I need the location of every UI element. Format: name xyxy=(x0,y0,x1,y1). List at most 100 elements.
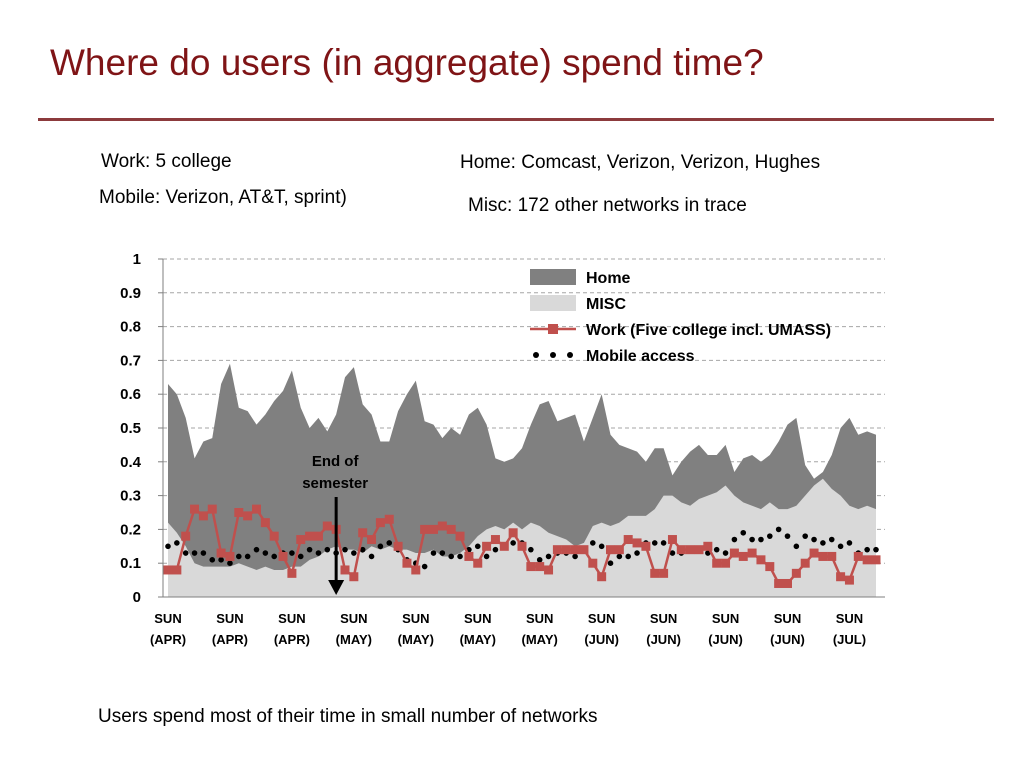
mobile-point xyxy=(289,550,295,556)
x-tick-label: (MAY) xyxy=(522,632,558,647)
work-point xyxy=(685,545,695,555)
work-series xyxy=(163,504,881,588)
mobile-point xyxy=(244,553,251,560)
work-point xyxy=(349,572,359,582)
mobile-point xyxy=(483,553,490,560)
mobile-point xyxy=(359,546,366,553)
annotation-label: End of xyxy=(312,453,360,470)
annotation-label: semester xyxy=(302,475,368,492)
mobile-point xyxy=(758,536,764,543)
x-tick-label: (JUN) xyxy=(708,632,743,647)
mobile-point xyxy=(669,550,676,556)
work-point xyxy=(818,551,828,561)
work-point xyxy=(747,548,757,558)
work-point xyxy=(252,504,261,514)
work-point xyxy=(570,545,580,555)
work-point xyxy=(340,565,350,575)
mobile-point xyxy=(200,550,207,556)
legend-label: MISC xyxy=(586,296,626,313)
work-point xyxy=(703,541,713,551)
work-point xyxy=(694,545,704,555)
mobile-point xyxy=(660,540,667,546)
y-tick-label: 0.8 xyxy=(120,319,141,336)
work-point xyxy=(756,555,766,565)
work-point xyxy=(499,541,509,551)
mobile-point xyxy=(590,540,596,546)
x-tick-label: SUN xyxy=(402,611,429,626)
mobile-point xyxy=(802,533,808,539)
mobile-point xyxy=(191,550,198,556)
work-point xyxy=(676,545,686,555)
note-work: Work: 5 college xyxy=(101,151,232,172)
mobile-point xyxy=(227,560,233,566)
mobile-point xyxy=(262,550,269,556)
mobile-point xyxy=(377,543,384,550)
work-point xyxy=(322,521,332,531)
mobile-point xyxy=(324,546,331,553)
mobile-point xyxy=(625,553,631,560)
work-point xyxy=(659,568,669,578)
legend-label: Work (Five college incl. UMASS) xyxy=(586,322,831,339)
work-point xyxy=(597,572,607,582)
work-point xyxy=(358,528,368,538)
work-point xyxy=(305,531,315,541)
legend-swatch-mobile-dot xyxy=(567,352,573,358)
work-point xyxy=(614,545,624,555)
legend-swatch-mobile-dot xyxy=(550,352,556,358)
mobile-point xyxy=(474,543,481,550)
x-tick-label: (MAY) xyxy=(336,632,372,647)
end-of-semester-annotation: End of semester xyxy=(302,453,368,595)
y-tick-label: 0 xyxy=(133,589,141,606)
mobile-point xyxy=(572,553,578,560)
work-point xyxy=(198,511,208,521)
work-point xyxy=(429,524,438,534)
y-tick-label: 0.9 xyxy=(120,285,141,302)
mobile-point xyxy=(421,563,428,570)
work-point xyxy=(526,562,536,572)
work-point xyxy=(225,551,235,561)
x-tick-label: SUN xyxy=(526,611,553,626)
mobile-point xyxy=(386,540,393,546)
legend-swatch-work-marker xyxy=(548,324,558,334)
note-home: Home: Comcast, Verizon, Verizon, Hughes xyxy=(460,152,821,173)
mobile-point xyxy=(218,557,224,563)
work-point xyxy=(243,511,253,521)
mobile-point xyxy=(297,553,304,560)
mobile-point xyxy=(510,540,516,546)
y-tick-label: 0.3 xyxy=(120,488,141,505)
mobile-point xyxy=(713,546,720,553)
work-point xyxy=(313,531,323,541)
x-tick-label: (MAY) xyxy=(398,632,434,647)
work-point xyxy=(420,524,430,534)
x-tick-labels: SUN (APR) SUN (APR) SUN (APR) SUN (MAY) SUN (MAY)… xyxy=(150,611,866,647)
work-point xyxy=(181,531,191,541)
note-misc: Misc: 172 other networks in trace xyxy=(468,195,747,216)
x-tick-label: SUN xyxy=(154,611,181,626)
legend-swatch-home xyxy=(530,269,576,285)
mobile-point xyxy=(165,543,171,550)
mobile-point xyxy=(873,546,879,553)
mobile-point xyxy=(182,550,189,556)
mobile-point xyxy=(846,540,853,546)
x-tick-label: SUN xyxy=(650,611,677,626)
y-tick-label: 0.7 xyxy=(120,352,141,369)
mobile-point xyxy=(828,536,835,543)
y-tick-label: 0.2 xyxy=(120,521,141,538)
mobile-point xyxy=(448,553,455,560)
work-point xyxy=(827,551,837,561)
mobile-point xyxy=(430,550,437,556)
work-point xyxy=(871,555,881,565)
mobile-point xyxy=(439,550,446,556)
work-point xyxy=(721,558,731,568)
x-tick-label: SUN xyxy=(712,611,739,626)
x-tick-label: (JUN) xyxy=(646,632,681,647)
y-tick-label: 0.4 xyxy=(120,454,142,471)
mobile-point xyxy=(351,550,357,556)
mobile-point xyxy=(775,526,782,533)
work-point xyxy=(234,508,244,517)
x-tick-label: (JUL) xyxy=(833,632,866,647)
work-point xyxy=(729,548,739,558)
work-point xyxy=(844,575,854,585)
x-tick-label: (APR) xyxy=(150,632,186,647)
mobile-point xyxy=(722,550,729,556)
